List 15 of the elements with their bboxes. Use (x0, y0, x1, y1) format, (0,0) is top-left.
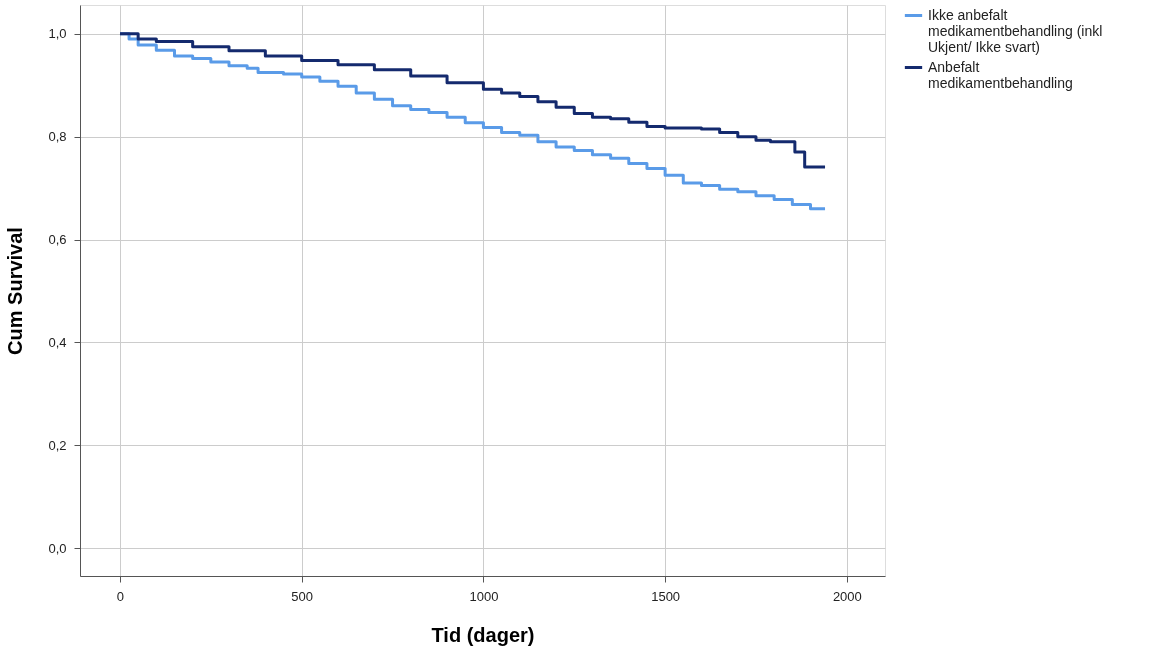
x-axis-title: Tid (dager) (431, 623, 535, 646)
legend-label: Ikke anbefalt medikamentbehandling (inkl Ukjent/ Ikke svart) (928, 6, 1103, 55)
y-axis-title: Cum Survival (4, 227, 27, 355)
x-tick-label: 0 (116, 588, 125, 604)
x-tick-label: 500 (291, 588, 314, 604)
y-tick-label: 0,0 (48, 540, 67, 556)
legend-label: Anbefalt medikamentbehandling (928, 58, 1073, 91)
x-tick-label: 1500 (651, 588, 681, 604)
x-tick-label: 2000 (832, 588, 862, 604)
y-tick-label: 0,6 (48, 232, 67, 248)
y-tick-label: 1,0 (48, 26, 67, 42)
y-tick-label: 0,4 (48, 334, 67, 350)
x-tick-label: 1000 (469, 588, 499, 604)
y-tick-label: 0,8 (48, 129, 67, 145)
y-tick-label: 0,2 (48, 437, 67, 453)
